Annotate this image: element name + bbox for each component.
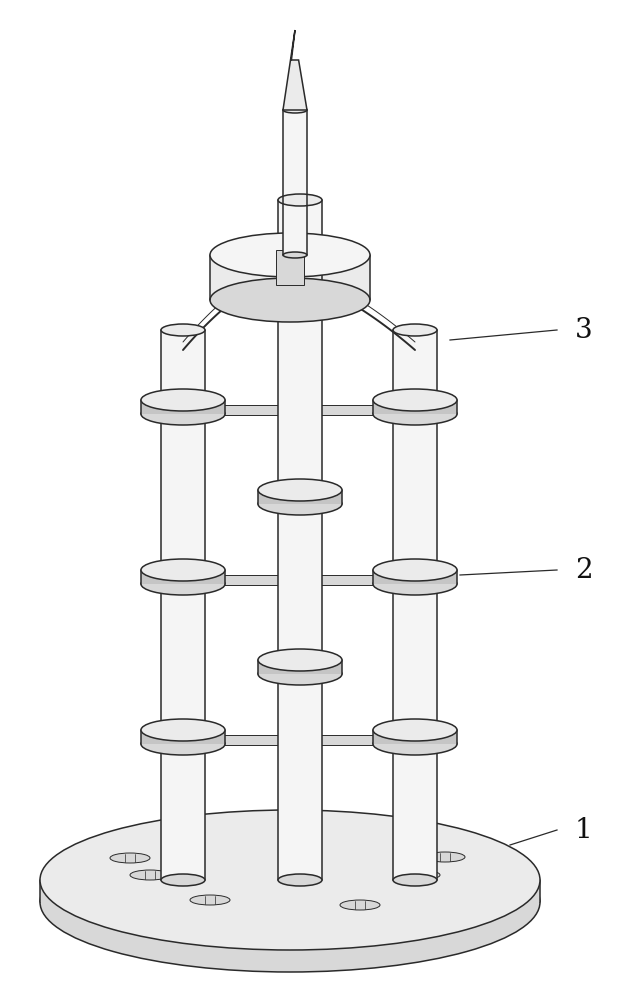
Ellipse shape (278, 874, 322, 886)
Polygon shape (373, 570, 457, 584)
Polygon shape (276, 250, 304, 285)
Ellipse shape (141, 573, 225, 595)
Polygon shape (40, 880, 540, 902)
Ellipse shape (373, 573, 457, 595)
Ellipse shape (393, 324, 437, 336)
Ellipse shape (161, 874, 205, 886)
Polygon shape (373, 400, 457, 414)
Ellipse shape (373, 719, 457, 741)
Ellipse shape (373, 733, 457, 755)
Polygon shape (393, 330, 437, 880)
Ellipse shape (278, 194, 322, 206)
Ellipse shape (161, 324, 205, 336)
Ellipse shape (40, 810, 540, 950)
Polygon shape (141, 570, 225, 584)
Polygon shape (258, 660, 342, 674)
Ellipse shape (141, 733, 225, 755)
Polygon shape (278, 200, 322, 880)
Polygon shape (163, 405, 435, 415)
Polygon shape (141, 730, 225, 744)
Polygon shape (283, 110, 307, 255)
Polygon shape (163, 735, 435, 745)
Ellipse shape (210, 233, 370, 277)
Ellipse shape (130, 870, 170, 880)
Ellipse shape (425, 852, 465, 862)
Polygon shape (258, 490, 342, 504)
Ellipse shape (393, 874, 437, 886)
Polygon shape (283, 30, 307, 110)
Ellipse shape (258, 663, 342, 685)
Ellipse shape (400, 870, 440, 880)
Polygon shape (163, 575, 435, 585)
Ellipse shape (340, 900, 380, 910)
Ellipse shape (141, 559, 225, 581)
Text: 3: 3 (575, 316, 593, 344)
Ellipse shape (190, 895, 230, 905)
Ellipse shape (373, 403, 457, 425)
Ellipse shape (141, 719, 225, 741)
Ellipse shape (258, 493, 342, 515)
Ellipse shape (258, 479, 342, 501)
Text: 1: 1 (575, 816, 593, 844)
Ellipse shape (373, 559, 457, 581)
Polygon shape (141, 400, 225, 414)
Ellipse shape (110, 853, 150, 863)
Ellipse shape (258, 649, 342, 671)
Ellipse shape (141, 403, 225, 425)
Ellipse shape (283, 252, 307, 258)
Polygon shape (210, 255, 370, 300)
Text: 2: 2 (575, 556, 593, 584)
Ellipse shape (210, 278, 370, 322)
Ellipse shape (283, 107, 307, 113)
Ellipse shape (141, 389, 225, 411)
Polygon shape (373, 730, 457, 744)
Polygon shape (161, 330, 205, 880)
Ellipse shape (373, 389, 457, 411)
Ellipse shape (40, 832, 540, 972)
